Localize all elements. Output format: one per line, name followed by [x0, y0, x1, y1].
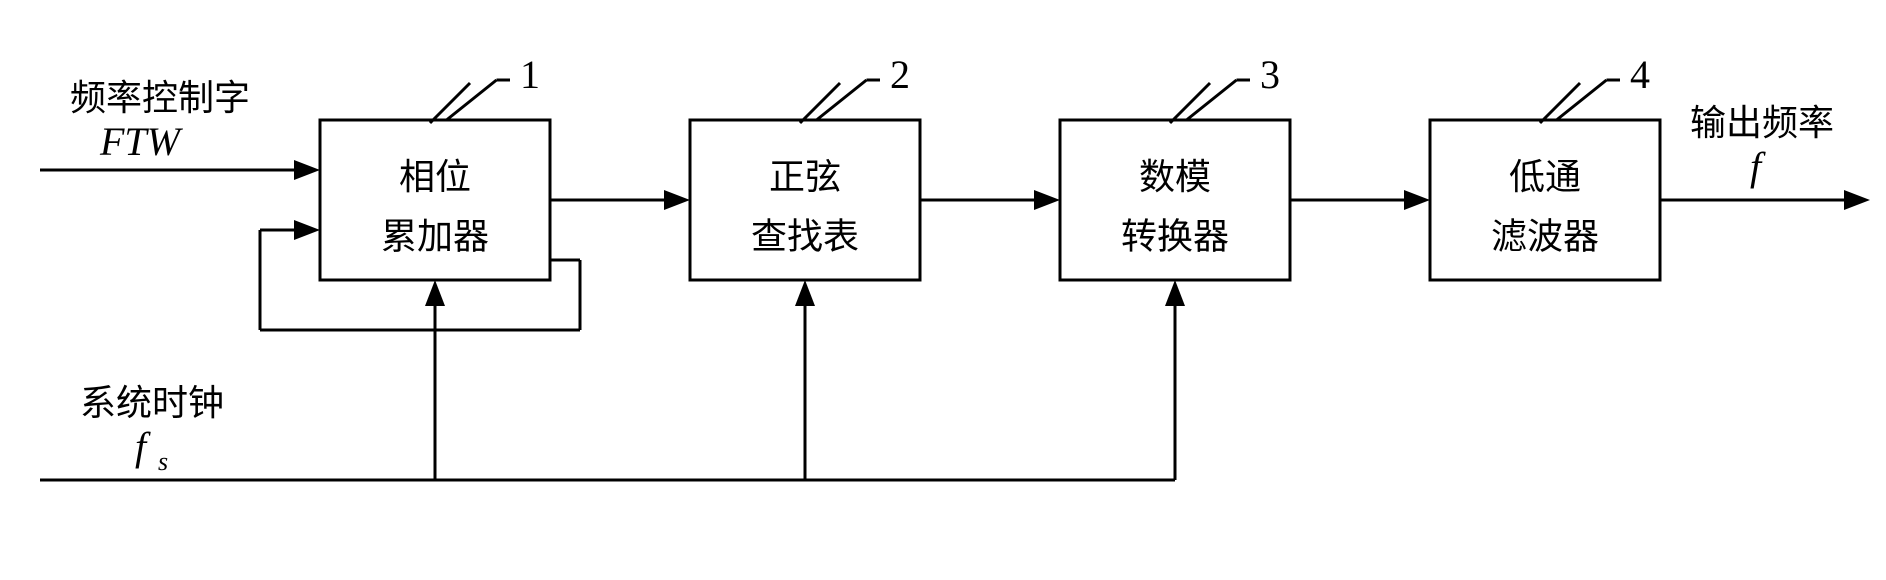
block-tag-3: 3	[1260, 52, 1280, 97]
clock-symbol-sub: s	[158, 447, 168, 476]
block-1-line2: 累加器	[381, 216, 489, 256]
block-tag-2: 2	[890, 52, 910, 97]
ftw-label-symbol: FTW	[99, 119, 184, 164]
block-2-line2: 查找表	[751, 216, 859, 256]
block-4-line2: 滤波器	[1491, 216, 1599, 256]
ftw-label-text: 频率控制字	[70, 78, 250, 118]
block-tag-1: 1	[520, 52, 540, 97]
clock-symbol-f: f	[135, 424, 151, 469]
block-3-line1: 数模	[1139, 157, 1211, 197]
clock-label-text: 系统时钟	[80, 383, 224, 423]
block-2-line1: 正弦	[769, 157, 841, 197]
block-3-line2: 转换器	[1121, 216, 1229, 256]
output-label-text: 输出频率	[1690, 103, 1834, 143]
block-tag-4: 4	[1630, 52, 1650, 97]
output-symbol-f: f	[1750, 144, 1766, 189]
dds-block-diagram: 相位累加器正弦查找表数模转换器低通滤波器1234频率控制字FTW系统时钟fs输出…	[0, 0, 1886, 580]
block-1-line1: 相位	[399, 157, 471, 197]
block-4-line1: 低通	[1509, 157, 1581, 197]
